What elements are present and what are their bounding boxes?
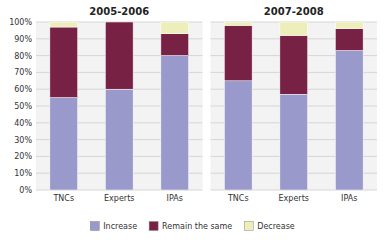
x-tick-label: TNCs bbox=[52, 194, 74, 203]
bar-segment bbox=[224, 25, 252, 80]
y-tick-label: 70% bbox=[14, 68, 32, 77]
panel: TNCs Experts IPAs 2007-2008 bbox=[211, 6, 378, 203]
bar-segment bbox=[105, 22, 133, 23]
y-tick-label: 90% bbox=[14, 35, 32, 44]
panel: 0% 10% 20% 30% 40% 50% 60% 70% 80% 90% 100% TNCs Exp… bbox=[9, 6, 202, 203]
bar-segment bbox=[335, 22, 363, 29]
legend-swatch bbox=[90, 222, 99, 231]
legend-entry: Decrease bbox=[257, 222, 295, 231]
legend-swatch bbox=[244, 222, 253, 231]
bar-segment bbox=[105, 89, 133, 190]
bar-segment bbox=[161, 34, 189, 56]
plot-background bbox=[211, 22, 378, 190]
bar-segment bbox=[280, 35, 308, 94]
x-tick-label: IPAs bbox=[167, 194, 183, 203]
y-tick-label: 20% bbox=[14, 152, 32, 161]
legend-entry: Increase bbox=[103, 222, 137, 231]
y-tick-label: 10% bbox=[14, 169, 32, 178]
bar-segment bbox=[224, 22, 252, 25]
bar-segment bbox=[105, 22, 133, 89]
y-tick-label: 50% bbox=[14, 102, 32, 111]
legend: Increase Remain the same Decrease bbox=[90, 222, 295, 232]
bar-segment bbox=[335, 29, 363, 51]
y-tick-label: 80% bbox=[14, 52, 32, 61]
bar-segment bbox=[335, 51, 363, 190]
x-tick-label: IPAs bbox=[341, 194, 357, 203]
bar-segment bbox=[224, 81, 252, 190]
y-tick-label: 40% bbox=[14, 119, 32, 128]
title: 2007-2008 bbox=[264, 6, 324, 17]
bars bbox=[224, 22, 363, 190]
bar-segment bbox=[50, 27, 78, 98]
plot-background bbox=[36, 22, 203, 190]
y-tick-label: 60% bbox=[14, 85, 32, 94]
bar-segment bbox=[50, 98, 78, 190]
bar-segment bbox=[280, 22, 308, 35]
y-tick-label: 100% bbox=[9, 18, 32, 27]
bar-segment bbox=[280, 94, 308, 190]
x-tick-label: Experts bbox=[279, 194, 309, 203]
bars bbox=[50, 22, 189, 190]
chart: 0% 10% 20% 30% 40% 50% 60% 70% 80% 90% 100% TNCs Exp… bbox=[0, 0, 385, 240]
bar-segment bbox=[161, 22, 189, 34]
legend-swatch bbox=[149, 222, 158, 231]
x-tick-label: TNCs bbox=[227, 194, 249, 203]
y-tick-label: 0% bbox=[19, 186, 32, 195]
x-tick-label: Experts bbox=[104, 194, 134, 203]
y-tick-label: 30% bbox=[14, 136, 32, 145]
bar-segment bbox=[50, 22, 78, 27]
legend-entry: Remain the same bbox=[162, 222, 232, 231]
title: 2005-2006 bbox=[89, 6, 149, 17]
bar-segment bbox=[161, 56, 189, 190]
